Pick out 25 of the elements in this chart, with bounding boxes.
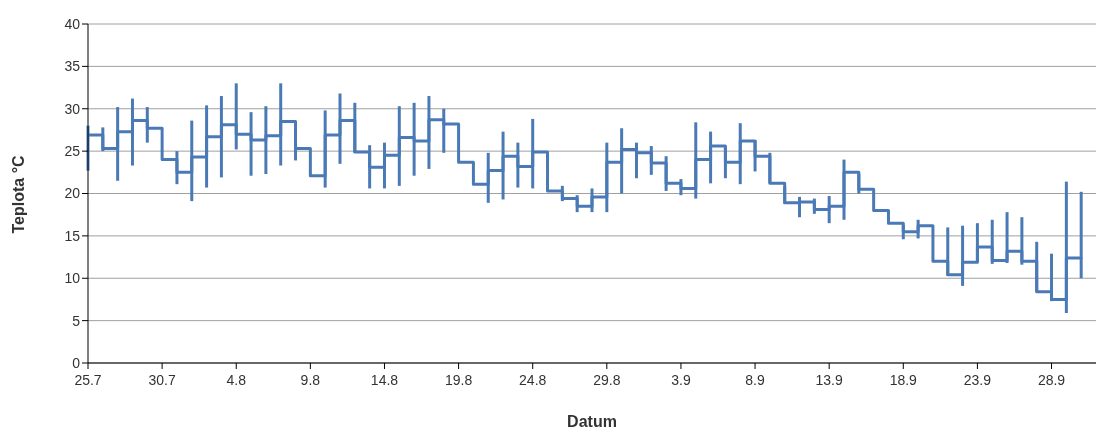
x-tick-label: 23.9 bbox=[963, 371, 992, 388]
y-tick-label: 10 bbox=[64, 270, 81, 287]
y-tick-label: 40 bbox=[64, 15, 81, 32]
y-tick-label: 30 bbox=[64, 100, 81, 117]
y-axis-title: Teplota °C bbox=[9, 154, 27, 234]
x-tick-label: 8.9 bbox=[745, 371, 765, 388]
x-tick-label: 25.7 bbox=[74, 371, 102, 388]
x-tick-label: 24.8 bbox=[519, 371, 547, 388]
x-tick-label: 30.7 bbox=[148, 371, 176, 388]
x-tick-label: 19.8 bbox=[444, 371, 473, 388]
x-tick-label: 28.9 bbox=[1037, 371, 1066, 388]
y-tick-label: 15 bbox=[64, 227, 81, 244]
x-tick-label: 4.8 bbox=[226, 371, 247, 388]
y-tick-label: 5 bbox=[72, 312, 81, 329]
x-tick-label: 18.9 bbox=[889, 371, 918, 388]
x-tick-label: 3.9 bbox=[671, 371, 691, 388]
x-tick-label: 9.8 bbox=[300, 371, 321, 388]
x-axis-title: Datum bbox=[567, 413, 617, 430]
x-tick-label: 29.8 bbox=[593, 371, 621, 388]
x-tick-label: 14.8 bbox=[370, 371, 399, 388]
y-tick-label: 35 bbox=[64, 58, 81, 75]
y-tick-label: 25 bbox=[64, 143, 81, 160]
y-tick-label: 20 bbox=[64, 185, 81, 202]
x-tick-label: 13.9 bbox=[815, 371, 844, 388]
y-tick-label: 0 bbox=[72, 354, 81, 371]
